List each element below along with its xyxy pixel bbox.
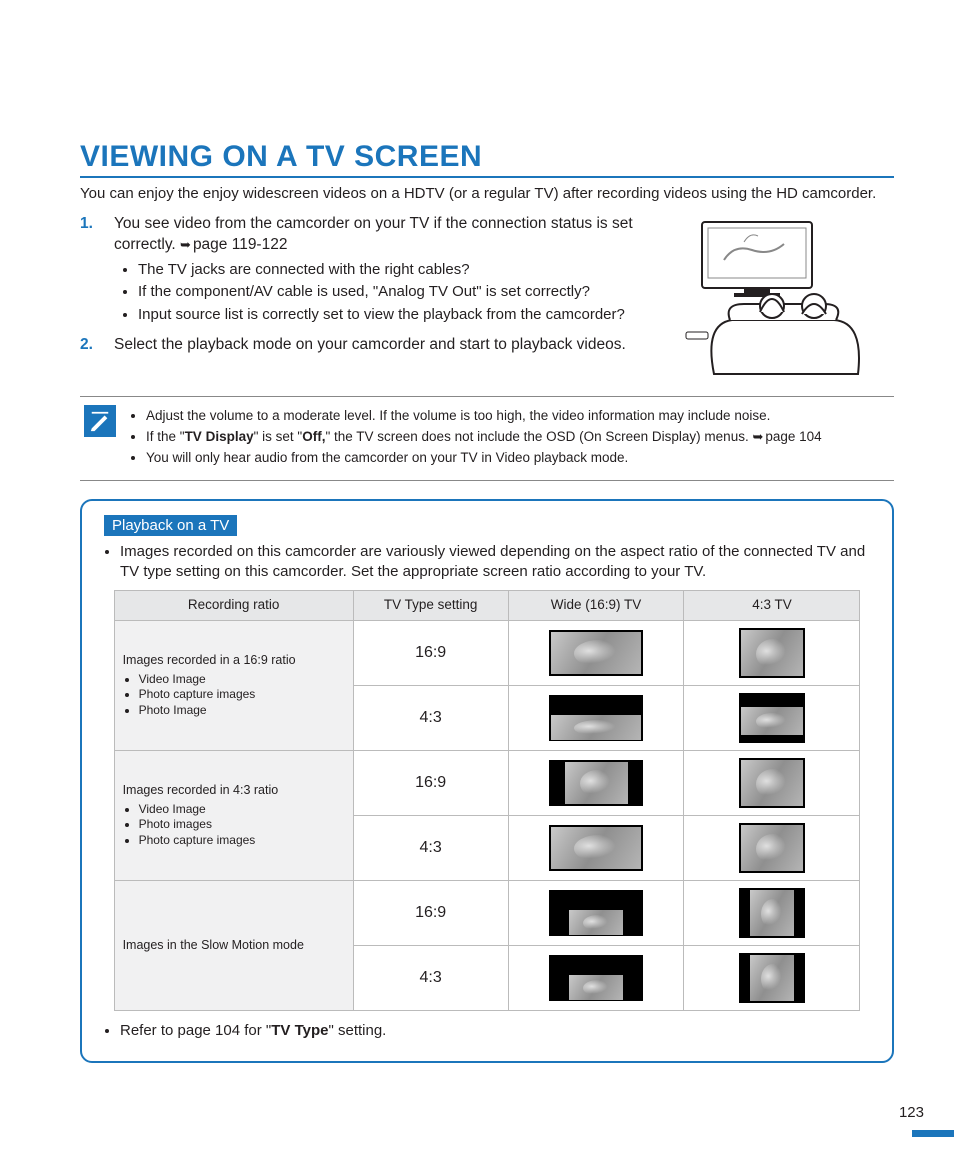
aspect-thumb — [684, 945, 860, 1010]
row-label: Images recorded in a 16:9 ratioVideo Ima… — [114, 620, 353, 750]
aspect-thumb — [508, 815, 684, 880]
steps-list: You see video from the camcorder on your… — [80, 214, 662, 356]
note-item: You will only hear audio from the camcor… — [146, 449, 822, 468]
panel-lead: Images recorded on this camcorder are va… — [120, 542, 876, 583]
manual-page: VIEWING ON A TV SCREEN You can enjoy the… — [0, 0, 954, 1175]
note-item: If the "TV Display" is set "Off," the TV… — [146, 428, 822, 447]
row-label: Images recorded in 4:3 ratioVideo ImageP… — [114, 750, 353, 880]
aspect-thumb — [684, 620, 860, 685]
steps-row: You see video from the camcorder on your… — [80, 214, 894, 384]
tv-type-setting: 4:3 — [353, 815, 508, 880]
page-accent-bar — [912, 1130, 954, 1137]
note-list: Adjust the volume to a moderate level. I… — [126, 405, 822, 470]
tv-illustration — [674, 214, 894, 384]
step-2: Select the playback mode on your camcord… — [102, 335, 662, 356]
tv-type-setting: 4:3 — [353, 685, 508, 750]
tv-type-setting: 16:9 — [353, 750, 508, 815]
aspect-thumb — [508, 750, 684, 815]
step-1-link: page 119-122 — [193, 236, 288, 253]
aspect-thumb — [508, 685, 684, 750]
step-1-bullet: If the component/AV cable is used, "Anal… — [138, 282, 662, 302]
aspect-thumb — [684, 750, 860, 815]
th: Recording ratio — [114, 591, 353, 620]
th: 4:3 TV — [684, 591, 860, 620]
step-1-bullets: The TV jacks are connected with the righ… — [114, 260, 662, 325]
arrow-icon — [180, 236, 193, 253]
aspect-thumb — [684, 815, 860, 880]
intro-text: You can enjoy the enjoy widescreen video… — [80, 184, 894, 204]
panel-foot: Refer to page 104 for "TV Type" setting. — [120, 1021, 876, 1041]
ratio-table: Recording ratio TV Type setting Wide (16… — [114, 590, 861, 1010]
aspect-thumb — [508, 880, 684, 945]
page-title: VIEWING ON A TV SCREEN — [80, 140, 894, 178]
aspect-thumb — [508, 945, 684, 1010]
playback-panel: Playback on a TV Images recorded on this… — [80, 499, 894, 1063]
note-icon — [84, 405, 116, 437]
tv-type-setting: 16:9 — [353, 620, 508, 685]
step-1: You see video from the camcorder on your… — [102, 214, 662, 325]
aspect-thumb — [684, 880, 860, 945]
note-item: Adjust the volume to a moderate level. I… — [146, 407, 822, 426]
th: Wide (16:9) TV — [508, 591, 684, 620]
row-label: Images in the Slow Motion mode — [114, 880, 353, 1010]
panel-body: Images recorded on this camcorder are va… — [98, 542, 876, 1041]
step-1-bullet: The TV jacks are connected with the righ… — [138, 260, 662, 280]
aspect-thumb — [684, 685, 860, 750]
step-1-bullet: Input source list is correctly set to vi… — [138, 305, 662, 325]
note-box: Adjust the volume to a moderate level. I… — [80, 396, 894, 481]
step-2-text: Select the playback mode on your camcord… — [114, 336, 626, 353]
panel-label: Playback on a TV — [104, 515, 237, 536]
tv-type-setting: 16:9 — [353, 880, 508, 945]
page-number: 123 — [899, 1104, 924, 1121]
arrow-icon — [752, 429, 765, 444]
tv-type-setting: 4:3 — [353, 945, 508, 1010]
th: TV Type setting — [353, 591, 508, 620]
steps-column: You see video from the camcorder on your… — [80, 214, 662, 366]
aspect-thumb — [508, 620, 684, 685]
